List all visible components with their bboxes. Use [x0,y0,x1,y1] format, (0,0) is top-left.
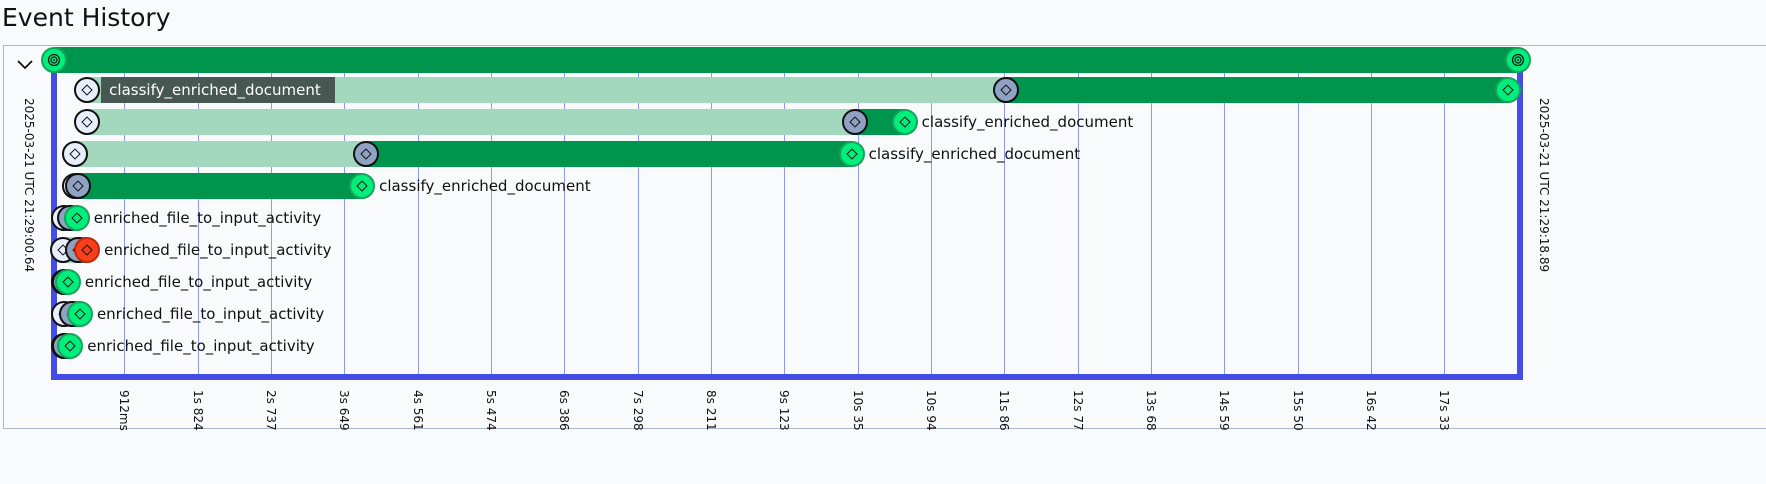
axis-tick-label: 13s 68 [1143,390,1158,431]
scheduled-event-marker[interactable] [74,109,101,135]
grid-line [1004,70,1006,375]
activity-running-bar[interactable] [1005,77,1508,103]
completed-event-marker[interactable] [838,141,865,167]
grid-line [637,70,639,375]
activity-label: classify_enriched_document [921,113,1134,131]
grid-line [1077,70,1079,375]
activity-label: classify_enriched_document [379,177,591,195]
grid-line [564,70,566,375]
grid-line [1370,70,1372,375]
grid-line [931,70,933,375]
axis-tick-label: 9s 123 [777,390,792,431]
diamond-icon [81,84,93,96]
activity-running-bar[interactable] [366,141,852,167]
axis-tick-label: 3s 649 [337,390,352,431]
grid-line [344,70,346,375]
failed-event-marker[interactable] [74,237,101,263]
axis-tick-label: 2s 737 [264,390,278,431]
workflow-start-marker[interactable] [41,47,68,73]
grid-line [124,70,126,375]
axis-tick-label: 10s 94 [924,390,939,431]
diamond-icon [81,244,93,256]
started-event-marker[interactable] [841,109,868,135]
completed-event-marker[interactable] [63,205,90,231]
grid-line [1297,70,1299,375]
activity-label: classify_enriched_document [101,77,335,103]
axis-tick-label: 912ms [117,390,132,431]
activity-label: enriched_file_to_input_activity [87,337,315,355]
axis-tick-label: 10s 35 [850,390,865,431]
completed-event-marker[interactable] [66,301,93,327]
grid-line [1224,70,1226,375]
timeline-start-label: 2025-03-21 UTC 21:29:00.64 [22,98,36,273]
grid-line [711,70,713,375]
activity-label: enriched_file_to_input_activity [96,305,325,323]
grid-line [1444,70,1446,375]
diamond-icon [71,212,83,224]
diamond-icon [74,308,86,320]
diamond-icon [81,116,93,128]
axis-tick-label: 11s 86 [997,390,1012,431]
diamond-icon [64,340,76,352]
diamond-icon [1000,84,1012,96]
axis-tick-label: 17s 33 [1437,390,1452,431]
axis-tick-label: 7s 298 [630,390,645,431]
diamond-icon [360,148,372,160]
scheduled-event-marker[interactable] [74,77,101,103]
activity-label: enriched_file_to_input_activity [93,209,322,227]
started-event-marker[interactable] [353,141,380,167]
axis-tick-label: 4s 561 [410,390,425,431]
completed-event-marker[interactable] [349,173,376,199]
axis-tick-label: 12s 77 [1070,390,1085,431]
diamond-icon [849,116,861,128]
diamond-icon [845,148,858,160]
axis-tick-label: 15s 50 [1290,390,1305,431]
diamond-icon [62,276,74,288]
chevron-down-icon[interactable] [16,58,34,72]
grid-line [1150,70,1152,375]
scheduled-event-marker[interactable] [62,141,89,167]
timeline-end-label: 2025-03-21 UTC 21:29:18.89 [1537,98,1551,273]
completed-event-marker[interactable] [54,269,81,295]
diamond-icon [1501,84,1514,96]
completed-event-marker[interactable] [1494,77,1521,103]
activity-label: enriched_file_to_input_activity [84,273,313,291]
activity-pending-bar[interactable] [75,141,367,167]
workflow-end-marker[interactable] [1505,47,1531,73]
axis-tick-label: 16s 42 [1363,390,1378,431]
activity-label: classify_enriched_document [868,145,1081,163]
completed-event-marker[interactable] [891,109,918,135]
grid-line [491,70,493,375]
axis-tick-label: 6s 386 [557,390,572,431]
page-title: Event History [2,3,171,32]
activity-pending-bar[interactable] [87,109,855,135]
activity-running-bar[interactable] [78,173,363,199]
activity-label: enriched_file_to_input_activity [104,241,332,259]
axis-tick-label: 1s 824 [190,390,205,431]
completed-event-marker[interactable] [57,333,84,359]
diamond-icon [356,180,368,192]
workflow-spiral-icon [1511,53,1525,67]
grid-line [857,70,859,375]
grid-line [271,70,272,375]
started-event-marker[interactable] [992,77,1019,103]
diamond-icon [899,116,911,128]
diamond-icon [72,180,84,192]
grid-line [197,70,199,375]
grid-line [784,70,786,375]
workflow-spiral-icon [48,53,61,67]
diamond-icon [69,148,81,160]
axis-tick-label: 14s 59 [1217,390,1232,431]
started-event-marker[interactable] [65,173,92,199]
timeline-panel [3,45,1766,429]
workflow-bar[interactable] [54,47,1518,73]
axis-tick-label: 8s 211 [704,390,719,431]
grid-line [417,70,419,375]
axis-tick-label: 5s 474 [484,390,499,431]
